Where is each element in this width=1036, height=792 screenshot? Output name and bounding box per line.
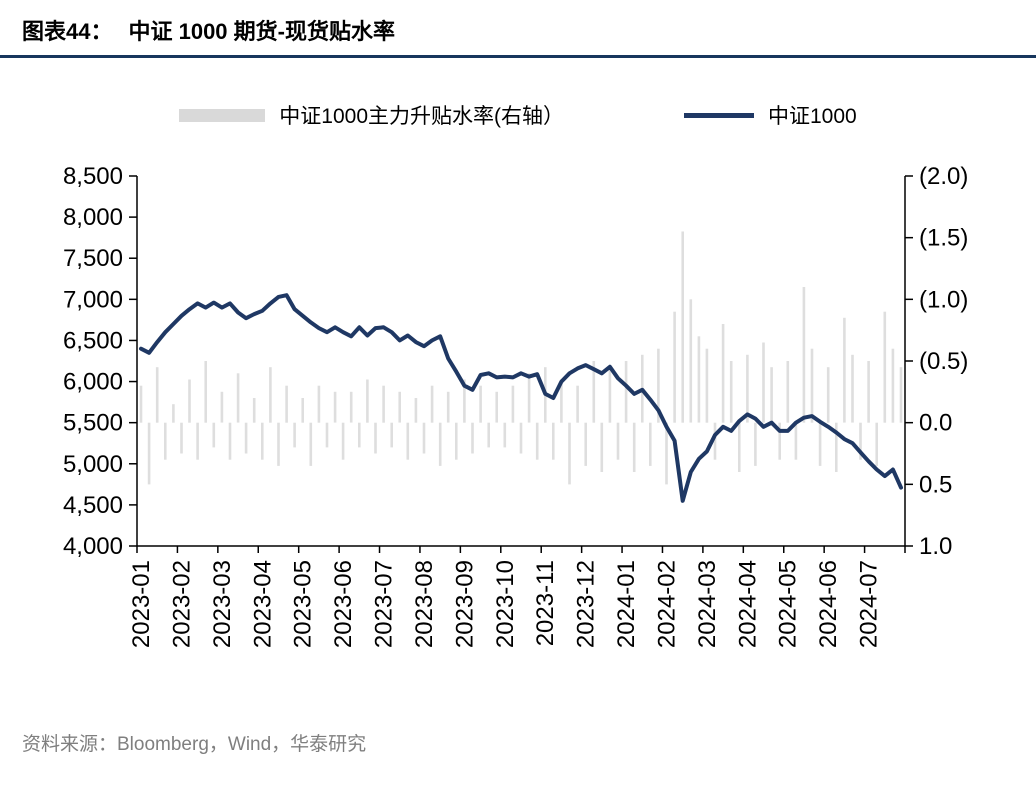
svg-text:7,000: 7,000 [63,286,123,313]
svg-text:4,500: 4,500 [63,492,123,519]
svg-text:2023-09: 2023-09 [451,560,478,648]
figure-header: 图表44： 中证 1000 期货-现货贴水率 [0,0,1036,46]
figure-label: 图表44： [22,19,113,44]
svg-text:2023-05: 2023-05 [290,560,317,648]
svg-text:5,500: 5,500 [63,410,123,437]
svg-text:2023-01: 2023-01 [128,560,155,648]
svg-text:2024-02: 2024-02 [653,560,680,648]
bar-series-swatch [179,108,266,122]
chart-canvas: 8,500 8,000 7,500 7,000 6,500 6,000 5,500 5,000… [63,163,968,648]
chart-legend: 中证1000主力升贴水率(右轴） 中证1000 [0,100,1036,130]
header-divider [0,55,1036,58]
svg-text:2023-08: 2023-08 [411,560,438,648]
legend-label-index-line: 中证1000 [768,105,857,128]
legend-item-index-line: 中证1000 [684,100,857,130]
source-note: 资料来源：Bloomberg，Wind，华泰研究 [22,734,367,755]
svg-text:2024-05: 2024-05 [775,560,802,648]
svg-text:2024-04: 2024-04 [734,560,761,648]
svg-text:6,000: 6,000 [63,369,123,396]
svg-text:6,500: 6,500 [63,327,123,354]
svg-text:2023-03: 2023-03 [209,560,236,648]
svg-text:1.0: 1.0 [919,533,952,560]
svg-text:8,500: 8,500 [63,163,123,190]
svg-text:(1.5): (1.5) [919,225,968,252]
svg-text:0.0: 0.0 [919,410,952,437]
svg-text:2023-11: 2023-11 [532,560,559,646]
svg-text:(0.5): (0.5) [919,348,968,375]
legend-item-basis-bar: 中证1000主力升贴水率(右轴） [179,100,564,130]
svg-text:8,000: 8,000 [63,204,123,231]
svg-text:0.5: 0.5 [919,471,952,498]
svg-text:5,000: 5,000 [63,451,123,478]
svg-text:2024-07: 2024-07 [856,560,883,648]
svg-text:2023-12: 2023-12 [573,560,600,648]
svg-text:2023-02: 2023-02 [168,560,195,648]
line-series-swatch [684,112,754,118]
svg-text:4,000: 4,000 [63,533,123,560]
legend-label-basis-bar: 中证1000主力升贴水率(右轴） [279,105,564,128]
svg-text:2024-06: 2024-06 [815,560,842,648]
svg-text:2024-03: 2024-03 [694,560,721,648]
svg-text:2024-01: 2024-01 [613,560,640,648]
figure-title: 中证 1000 期货-现货贴水率 [128,19,395,44]
svg-text:2023-07: 2023-07 [371,560,398,648]
svg-text:7,500: 7,500 [63,245,123,272]
svg-text:2023-06: 2023-06 [330,560,357,648]
svg-text:(2.0): (2.0) [919,163,968,190]
svg-text:(1.0): (1.0) [919,286,968,313]
svg-text:2023-04: 2023-04 [249,560,276,648]
svg-text:2023-10: 2023-10 [492,560,519,648]
